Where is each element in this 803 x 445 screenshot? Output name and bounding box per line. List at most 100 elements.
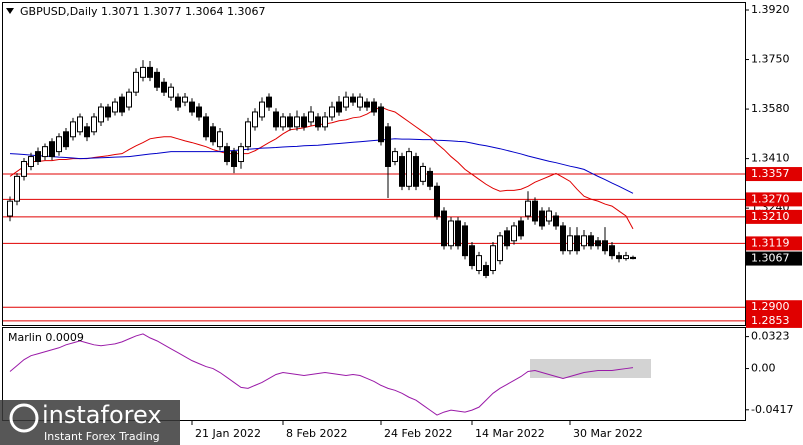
candle-body [56, 136, 62, 153]
y-tick-label: 1.3920 [751, 3, 790, 16]
oscillator-line [9, 333, 634, 416]
candle-body [455, 220, 461, 247]
candle-body [546, 210, 552, 222]
candle-body [21, 161, 27, 177]
candle-body [588, 235, 594, 247]
candle-body [532, 200, 538, 222]
oscillator-title: Marlin 0.0009 [8, 331, 84, 344]
candle-body [287, 116, 293, 128]
watermark-logo [9, 403, 39, 433]
candle-body [357, 96, 363, 108]
watermark: instaforex Instant Forex Trading [0, 400, 180, 445]
candle-body [84, 126, 90, 138]
candle-body [154, 71, 160, 88]
candle-body [336, 101, 342, 113]
candle-body [42, 146, 48, 158]
candle-body [133, 71, 139, 93]
price-label-bg [746, 209, 802, 224]
x-tick-label: 14 Mar 2022 [475, 427, 545, 440]
y-tick-label: 1.3750 [751, 53, 790, 66]
candle-body [511, 225, 517, 242]
y-tick-label: -0.0417 [751, 403, 793, 416]
candle-body [567, 235, 573, 252]
candle-body [280, 116, 286, 128]
candle-body [7, 200, 13, 217]
candle-body [518, 220, 524, 237]
chart-title: GBPUSD,Daily 1.3071 1.3077 1.3064 1.3067 [20, 5, 265, 18]
candle-body [560, 225, 566, 252]
price-label-bg [746, 300, 802, 315]
price-label-bg [746, 236, 802, 251]
price-label: 1.3270 [751, 192, 790, 205]
candle-body [448, 220, 454, 247]
candle-body [574, 235, 580, 252]
candle-body [609, 245, 615, 257]
price-label: 1.3119 [751, 236, 790, 249]
candle-body [371, 101, 377, 113]
candle-body [343, 96, 349, 108]
candle-body [245, 121, 251, 148]
candle-body [91, 116, 97, 133]
candle-body [329, 106, 335, 118]
candle-body [399, 156, 405, 187]
candle-body [105, 106, 111, 118]
candle-body [616, 255, 622, 260]
candle-body [175, 96, 181, 108]
candle-body [203, 116, 209, 138]
candle-body [217, 131, 223, 148]
candle-body [238, 146, 244, 163]
candle-body [259, 101, 265, 118]
candle-body [112, 101, 118, 113]
candle-body [98, 106, 104, 123]
candle-body [294, 116, 300, 128]
candle-body [539, 210, 545, 227]
candle-body [168, 86, 174, 98]
candle-body [525, 200, 531, 217]
candle-body [266, 96, 272, 108]
candle-body [49, 141, 55, 158]
x-tick-label: 24 Feb 2022 [384, 427, 452, 440]
candle-body [70, 121, 76, 138]
main-panel [2, 2, 746, 326]
candle-body [427, 170, 433, 187]
price-label: 1.2900 [751, 300, 790, 313]
candle-body [315, 116, 321, 128]
candle-body [14, 175, 20, 202]
price-label: 1.3357 [751, 167, 790, 180]
candle-body [497, 235, 503, 262]
price-label: 1.3067 [751, 252, 790, 265]
candle-body [462, 225, 468, 257]
candle-body [483, 265, 489, 276]
candle-body [182, 96, 188, 103]
candle-body [63, 131, 69, 148]
candle-body [602, 240, 608, 252]
moving-average [9, 138, 634, 194]
x-tick-label: 8 Feb 2022 [286, 427, 347, 440]
candle-body [161, 81, 167, 93]
candle-body [378, 106, 384, 143]
candle-body [392, 151, 398, 163]
candle-body [434, 185, 440, 217]
price-label-bg [746, 313, 802, 328]
candle-body [126, 91, 132, 108]
menu-arrow[interactable] [6, 8, 14, 14]
candle-body [413, 156, 419, 187]
y-tick-label: 0.00 [751, 362, 776, 375]
candle-body [140, 66, 146, 78]
candle-body [210, 126, 216, 143]
candle-body [469, 245, 475, 267]
candle-body [322, 116, 328, 128]
watermark-brand: instaforex [42, 401, 162, 429]
candle-body [630, 256, 636, 260]
candle-body [504, 230, 510, 247]
price-label-bg [746, 192, 802, 207]
candle-body [595, 240, 601, 247]
candle-body [553, 215, 559, 227]
x-tick-label: 30 Mar 2022 [573, 427, 643, 440]
x-tick-label: 21 Jan 2022 [195, 427, 261, 440]
candle-body [581, 235, 587, 247]
y-tick-label: 0.0323 [751, 330, 790, 343]
